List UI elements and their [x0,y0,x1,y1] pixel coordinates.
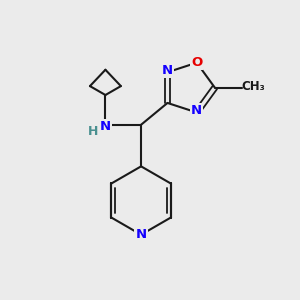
Text: O: O [191,56,202,69]
Text: H: H [88,125,98,138]
Text: CH₃: CH₃ [241,80,265,94]
Text: N: N [100,120,111,133]
Text: N: N [136,228,147,241]
Text: N: N [161,64,172,77]
Text: N: N [191,104,202,118]
